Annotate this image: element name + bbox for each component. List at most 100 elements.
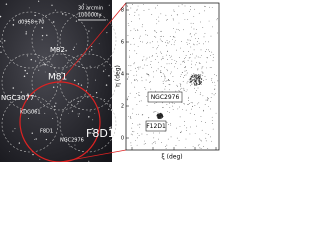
star [46, 34, 48, 37]
star-point [217, 32, 219, 34]
star-point [145, 30, 146, 31]
star-point [205, 137, 207, 139]
star-point [161, 52, 162, 54]
star-point [196, 76, 197, 78]
star-point [199, 77, 201, 79]
star-point [131, 131, 133, 132]
star-point [192, 74, 194, 76]
star-point [190, 102, 192, 103]
star-point [211, 93, 213, 95]
star-point [211, 78, 213, 79]
star-point [169, 111, 170, 113]
star-point [210, 55, 212, 57]
star-point [193, 49, 195, 51]
star [22, 19, 24, 21]
star-point [194, 57, 196, 59]
star-point [192, 53, 193, 55]
star-point [199, 76, 201, 78]
star-point [184, 58, 185, 59]
star-point [136, 70, 138, 72]
star-point [181, 41, 182, 42]
star-point [191, 74, 193, 76]
star-point [158, 115, 160, 117]
star [30, 58, 33, 61]
star-point [146, 96, 148, 97]
star-point [197, 87, 199, 89]
star [91, 45, 93, 48]
star-point [157, 112, 159, 114]
star-point [184, 75, 185, 76]
star-point [146, 65, 148, 66]
star-point [160, 116, 162, 118]
star-point [137, 80, 138, 82]
star-point [149, 56, 150, 58]
star-point [138, 135, 140, 136]
star-point [182, 81, 184, 82]
star-point [154, 103, 156, 104]
star-point [127, 23, 129, 25]
star-point [144, 87, 146, 88]
star-point [134, 14, 136, 16]
star-point [203, 80, 204, 81]
star-point [139, 35, 141, 37]
star [92, 132, 94, 135]
star-point [149, 42, 151, 44]
star [5, 3, 8, 5]
scale-text: 100000ly [78, 13, 101, 19]
star [12, 130, 14, 132]
star [89, 51, 91, 53]
star-point [128, 76, 129, 78]
star-point [195, 37, 196, 39]
star [101, 128, 103, 130]
star-point [205, 99, 207, 101]
star-point [156, 23, 158, 25]
star-point [187, 80, 189, 82]
star-point [136, 10, 138, 11]
star-point [167, 79, 169, 81]
star-point [190, 22, 192, 24]
star-point [158, 61, 159, 63]
star-point [192, 146, 194, 148]
star-point [208, 41, 209, 43]
star-point [150, 63, 152, 65]
star-point [171, 63, 172, 64]
star-point [200, 49, 202, 51]
star-point [194, 8, 196, 10]
star-point [167, 50, 168, 52]
star-point [184, 147, 186, 149]
star-point [204, 103, 206, 105]
star-point [204, 51, 206, 53]
star [44, 63, 46, 66]
star-point [197, 74, 199, 76]
star [71, 110, 74, 112]
star-point [215, 112, 217, 114]
star-point [188, 78, 190, 80]
star-point [188, 96, 189, 98]
star [29, 24, 30, 25]
star-point [132, 123, 133, 124]
star-point [180, 88, 181, 90]
star-point [153, 142, 155, 143]
star-point [184, 67, 185, 68]
star-point [160, 51, 161, 53]
star [105, 84, 108, 86]
star-point [155, 59, 156, 60]
star-point [191, 26, 192, 28]
star-point [173, 11, 175, 12]
star-point [154, 30, 156, 32]
star-point [149, 81, 151, 83]
star-point [157, 117, 159, 119]
y-tick-label: 8 [121, 8, 124, 14]
star-point [172, 105, 174, 107]
star-point [202, 72, 204, 74]
star-point [204, 5, 205, 7]
star [34, 14, 36, 17]
star-point [207, 98, 208, 100]
star [97, 67, 99, 69]
star [105, 69, 107, 71]
star [27, 93, 29, 96]
star-point [189, 82, 190, 83]
star-point [195, 77, 197, 79]
star [108, 75, 110, 77]
star-point [217, 18, 219, 19]
